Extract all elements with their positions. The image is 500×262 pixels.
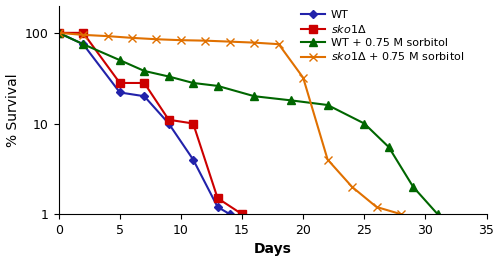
- Y-axis label: % Survival: % Survival: [6, 73, 20, 147]
- WT: [227, 212, 233, 216]
- sko1Δ + 0.75 M sorbitol: [349, 185, 355, 188]
- sko1Δ + 0.75 M sorbitol: [178, 39, 184, 42]
- WT: [56, 31, 62, 34]
- sko1Δ: [239, 212, 245, 216]
- sko1Δ + 0.75 M sorbitol: [104, 35, 110, 38]
- sko1Δ + 0.75 M sorbitol: [374, 205, 380, 209]
- sko1Δ: [166, 118, 172, 121]
- sko1Δ: [117, 81, 123, 85]
- Legend: WT, $\it{sko1}\Delta$, WT + 0.75 M sorbitol, $\it{sko1}\Delta$ + 0.75 M sorbitol: WT, $\it{sko1}\Delta$, WT + 0.75 M sorbi…: [300, 9, 465, 64]
- WT: [80, 43, 86, 46]
- WT + 0.75 M sorbitol: [434, 212, 440, 216]
- sko1Δ: [142, 81, 148, 85]
- WT + 0.75 M sorbitol: [386, 145, 392, 149]
- WT + 0.75 M sorbitol: [252, 95, 258, 98]
- Line: sko1Δ + 0.75 M sorbitol: sko1Δ + 0.75 M sorbitol: [54, 29, 405, 218]
- WT: [166, 122, 172, 125]
- WT + 0.75 M sorbitol: [166, 75, 172, 78]
- Line: WT: WT: [56, 30, 233, 217]
- sko1Δ: [56, 31, 62, 34]
- sko1Δ + 0.75 M sorbitol: [227, 40, 233, 43]
- sko1Δ + 0.75 M sorbitol: [276, 43, 281, 46]
- sko1Δ + 0.75 M sorbitol: [252, 41, 258, 44]
- sko1Δ + 0.75 M sorbitol: [300, 76, 306, 79]
- Line: WT + 0.75 M sorbitol: WT + 0.75 M sorbitol: [55, 29, 442, 218]
- WT: [214, 205, 220, 209]
- WT + 0.75 M sorbitol: [288, 99, 294, 102]
- WT + 0.75 M sorbitol: [190, 81, 196, 85]
- Line: sko1Δ: sko1Δ: [55, 29, 246, 218]
- WT: [117, 91, 123, 94]
- sko1Δ + 0.75 M sorbitol: [154, 38, 160, 41]
- WT: [190, 158, 196, 161]
- sko1Δ + 0.75 M sorbitol: [202, 39, 208, 42]
- sko1Δ: [214, 196, 220, 200]
- sko1Δ + 0.75 M sorbitol: [80, 33, 86, 36]
- sko1Δ: [80, 31, 86, 34]
- WT + 0.75 M sorbitol: [324, 103, 330, 107]
- sko1Δ + 0.75 M sorbitol: [398, 212, 404, 216]
- WT + 0.75 M sorbitol: [214, 84, 220, 88]
- sko1Δ + 0.75 M sorbitol: [56, 31, 62, 34]
- sko1Δ + 0.75 M sorbitol: [129, 36, 135, 40]
- WT + 0.75 M sorbitol: [80, 43, 86, 46]
- WT + 0.75 M sorbitol: [117, 59, 123, 62]
- sko1Δ + 0.75 M sorbitol: [324, 158, 330, 161]
- WT + 0.75 M sorbitol: [410, 185, 416, 188]
- X-axis label: Days: Days: [254, 242, 292, 256]
- sko1Δ: [190, 122, 196, 125]
- WT + 0.75 M sorbitol: [142, 69, 148, 73]
- WT + 0.75 M sorbitol: [56, 31, 62, 34]
- WT: [142, 95, 148, 98]
- WT + 0.75 M sorbitol: [362, 122, 368, 125]
